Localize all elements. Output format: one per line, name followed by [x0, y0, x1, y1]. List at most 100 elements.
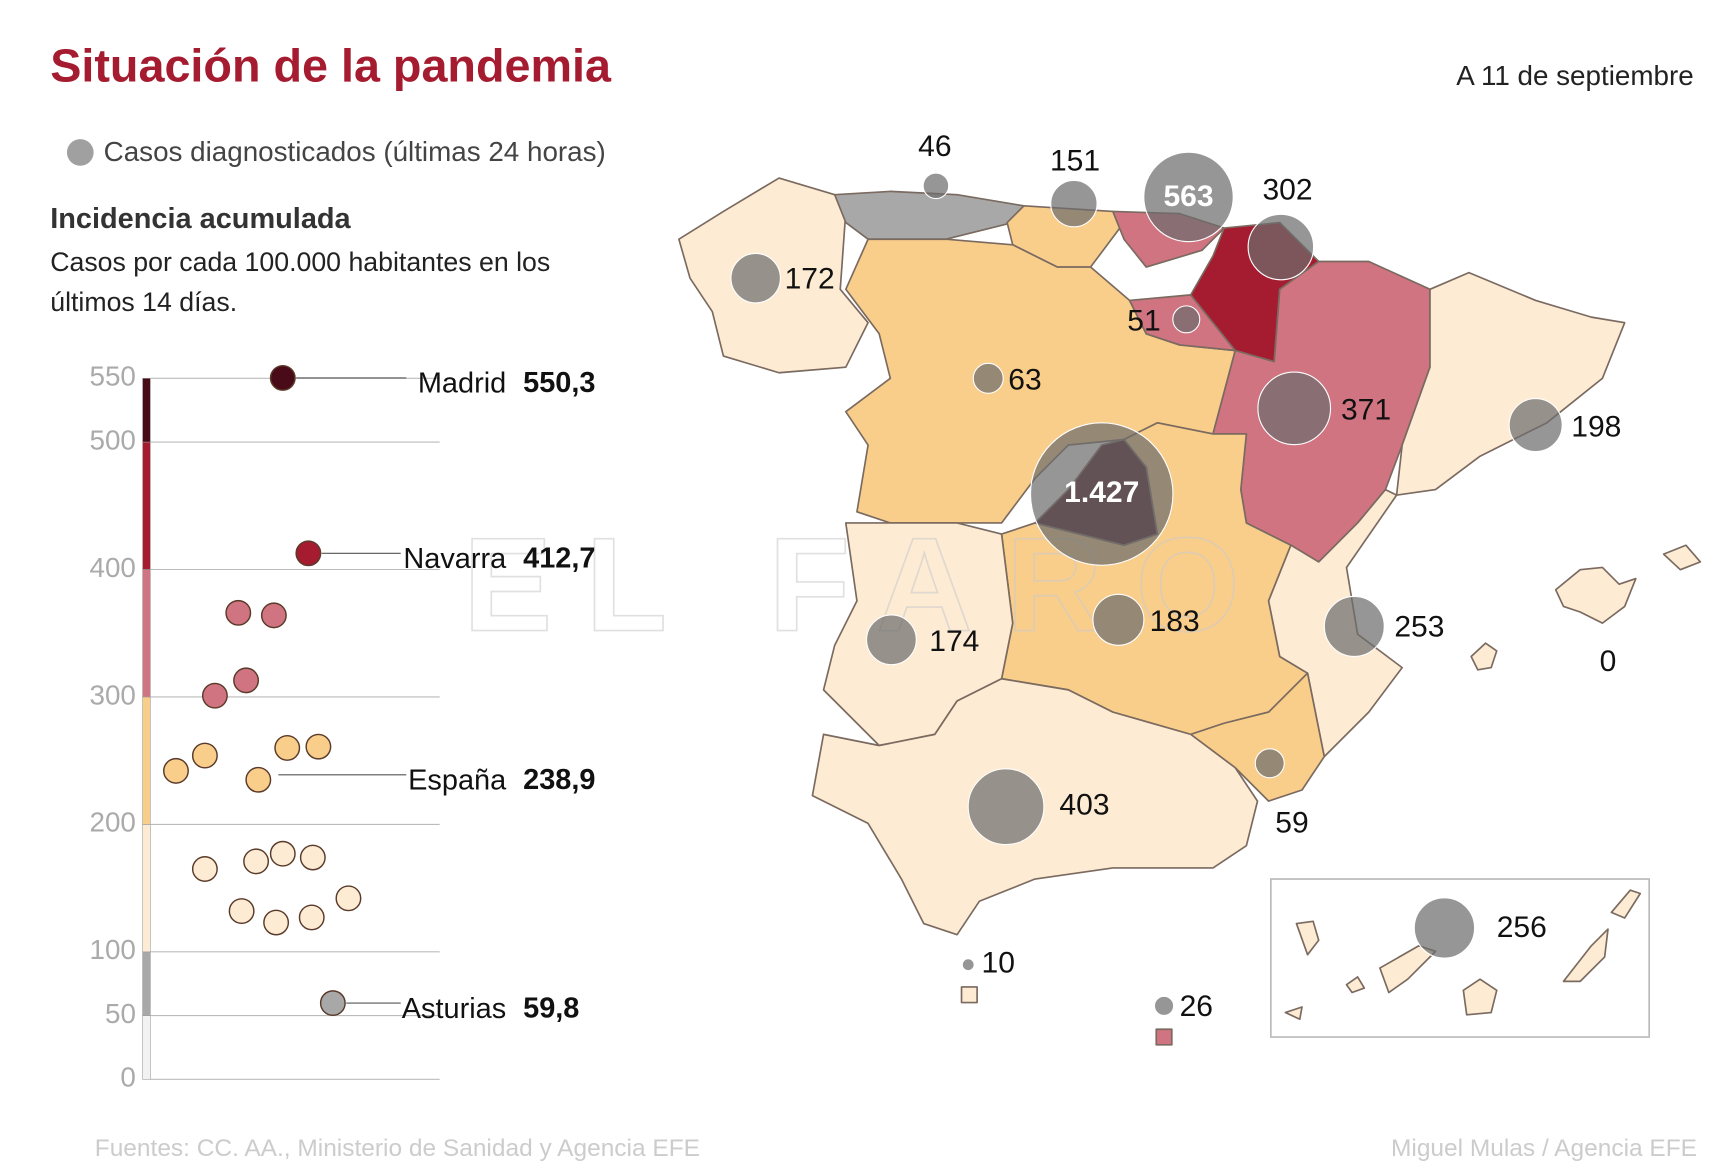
bubble-label: 174 [929, 625, 979, 658]
bubble [1029, 422, 1174, 566]
bubble [1092, 593, 1145, 646]
bubble [1257, 371, 1332, 446]
bubble [1050, 179, 1098, 228]
bubble-label: 403 [1059, 789, 1109, 822]
dot [263, 909, 290, 936]
bubble [967, 768, 1045, 846]
highlight-name: España [408, 764, 507, 796]
chart-subtitle: últimos 14 días. [50, 287, 237, 317]
color-band [142, 696, 151, 825]
color-band [142, 569, 151, 698]
bubble [1143, 151, 1234, 243]
melilla [1155, 1028, 1173, 1046]
dot [298, 904, 325, 931]
bubble-label: 63 [1008, 364, 1041, 397]
date: A 11 de septiembre [1456, 60, 1693, 91]
dot [191, 742, 218, 769]
chart-title: Incidencia acumulada [50, 203, 351, 235]
bubble-label: 302 [1262, 173, 1312, 206]
dot [274, 734, 301, 761]
legend-label: Casos diagnosticados (últimas 24 horas) [104, 136, 606, 167]
color-band [142, 1015, 151, 1080]
region [1462, 978, 1498, 1016]
highlight-value: 59,8 [523, 992, 579, 1024]
highlight-value: 412,7 [523, 543, 595, 575]
dot [243, 848, 270, 875]
y-tick-label: 100 [90, 934, 136, 965]
bubble [1254, 748, 1285, 779]
region [1345, 976, 1366, 994]
bubble [1172, 305, 1201, 334]
bubble-label: 51 [1127, 305, 1160, 338]
bubble-label: 59 [1275, 806, 1308, 839]
bubble-label: 563 [1163, 180, 1213, 213]
highlight-label: Asturias [402, 992, 514, 1024]
dot [201, 682, 228, 709]
region [833, 190, 1025, 241]
bubble [1508, 397, 1563, 453]
bubble-label: 26 [1180, 990, 1213, 1023]
bubble [961, 958, 975, 972]
dot [233, 667, 260, 694]
bubble [1153, 995, 1175, 1017]
dot [319, 990, 346, 1017]
sources: Fuentes: CC. AA., Ministerio de Sanidad … [95, 1135, 700, 1162]
bubble [866, 614, 917, 666]
dot [163, 757, 189, 784]
dot [225, 599, 252, 626]
color-band [142, 441, 151, 570]
title: Situación de la pandemia [50, 39, 612, 91]
highlight-value: 550,3 [523, 367, 595, 399]
region [1395, 271, 1626, 496]
bubble-label: 0 [1600, 645, 1617, 678]
dot [260, 602, 287, 629]
region [1189, 672, 1326, 802]
highlight-label: Navarra [403, 543, 514, 575]
region [1610, 889, 1642, 919]
bubble-label: 10 [982, 947, 1015, 980]
region [1470, 642, 1498, 671]
bubble [1413, 897, 1476, 959]
highlight-label: España [408, 764, 514, 796]
region [1662, 544, 1702, 571]
region [1554, 566, 1637, 624]
region [1379, 944, 1437, 994]
bubble [972, 362, 1004, 394]
y-tick-label: 550 [90, 361, 136, 392]
chart-subtitle: Casos por cada 100.000 habitantes en los [50, 247, 550, 277]
dot [305, 733, 332, 760]
y-tick-label: 0 [120, 1062, 135, 1093]
bubble-label: 253 [1394, 611, 1444, 644]
region [1295, 920, 1320, 956]
bubble [730, 252, 781, 304]
color-band [142, 951, 151, 1016]
dot [245, 766, 272, 793]
highlight-label: Madrid [418, 367, 514, 399]
region [1562, 928, 1609, 983]
highlight-name: Madrid [418, 367, 506, 399]
bubble-label: 371 [1341, 394, 1391, 427]
bubble [1323, 595, 1385, 657]
bubble-label: 172 [785, 262, 835, 295]
bubble-label: 256 [1497, 911, 1547, 944]
dot [191, 856, 218, 882]
color-band [142, 378, 151, 443]
credit: Miguel Mulas / Agencia EFE [1391, 1135, 1697, 1162]
y-tick-label: 200 [90, 807, 136, 838]
dot [269, 364, 296, 391]
highlight-name: Navarra [403, 543, 507, 575]
highlight-name: Asturias [402, 992, 506, 1024]
bubble-label: 151 [1050, 144, 1100, 177]
bubble-label: 1.427 [1064, 476, 1139, 509]
dot [269, 840, 296, 867]
color-band [142, 824, 151, 953]
y-tick-label: 300 [90, 679, 136, 710]
ceuta [960, 986, 978, 1004]
dot [295, 540, 322, 567]
bubble [922, 172, 950, 200]
bubble-label: 198 [1571, 410, 1621, 443]
highlight-value: 238,9 [523, 764, 595, 796]
bubble [1247, 213, 1315, 281]
